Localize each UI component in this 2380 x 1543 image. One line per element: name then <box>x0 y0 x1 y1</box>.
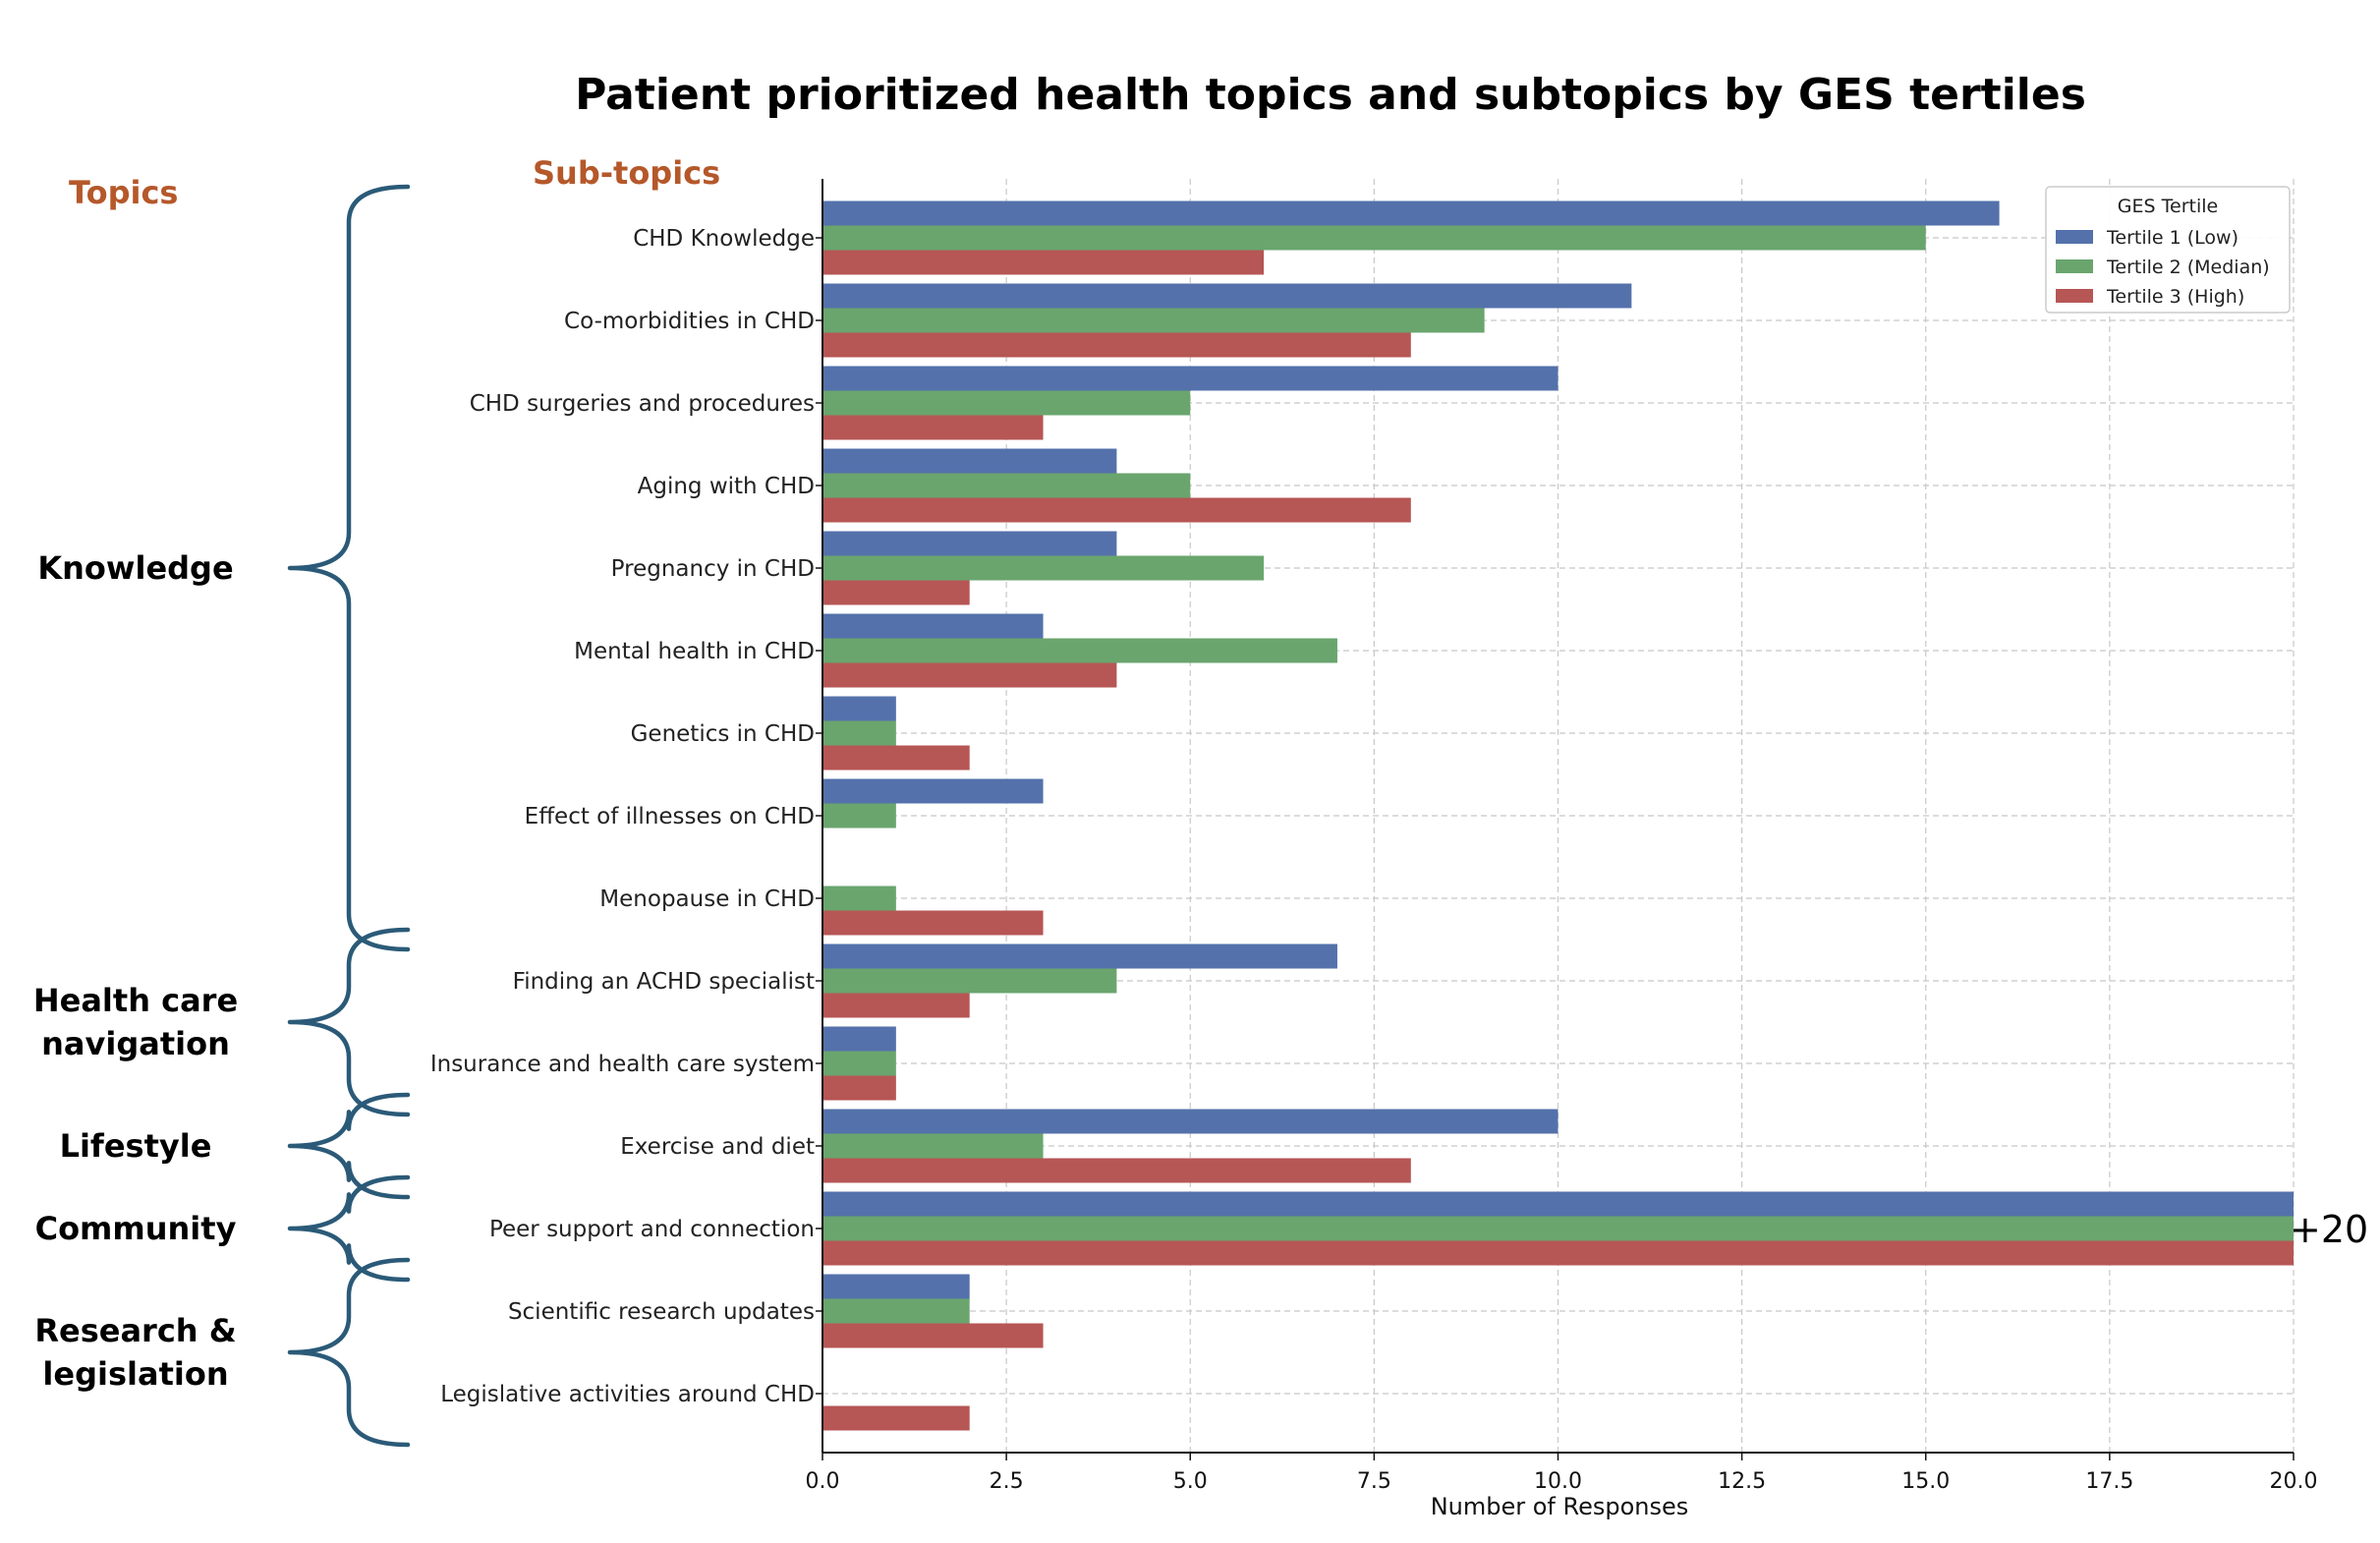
bar <box>822 580 970 605</box>
legend-entry: Tertile 2 (Median) <box>2106 257 2270 278</box>
bar <box>822 1240 2294 1266</box>
bar <box>822 497 1411 523</box>
topic-brace <box>287 1092 411 1200</box>
chart-title: Patient prioritized health topics and su… <box>575 70 2086 120</box>
bar <box>822 613 1044 639</box>
topic-label: Research & <box>34 1312 236 1349</box>
bar <box>822 531 1117 556</box>
bar <box>822 1051 896 1076</box>
topic-brace <box>287 184 411 952</box>
bar <box>822 803 896 829</box>
bar <box>822 1191 2294 1217</box>
legend-entry: Tertile 3 (High) <box>2106 286 2244 308</box>
x-tick-label: 17.5 <box>2085 1469 2133 1494</box>
x-tick-label: 5.0 <box>1173 1469 1208 1494</box>
topic-groups: Knowledge Health care navigation Lifestyle C… <box>33 184 411 1448</box>
bar <box>822 1026 896 1052</box>
category-label: Aging with CHD <box>638 474 815 499</box>
bar <box>822 1274 970 1299</box>
category-label: Legislative activities around CHD <box>440 1382 815 1407</box>
bar <box>822 415 1044 440</box>
category-label: Menopause in CHD <box>599 886 815 912</box>
x-tick-label: 12.5 <box>1718 1469 1766 1494</box>
overflow-annotation: +20 <box>2290 1208 2368 1251</box>
legend-entry: Tertile 1 (Low) <box>2106 227 2238 249</box>
bar <box>822 200 2000 226</box>
legend-title: GES Tertile <box>2118 196 2218 217</box>
bar <box>822 390 1191 416</box>
category-label: Scientific research updates <box>508 1299 815 1325</box>
legend-swatch <box>2056 259 2093 273</box>
bars <box>822 200 2294 1431</box>
x-tick-labels: 0.0 2.5 5.0 7.5 10.0 12.5 15.0 17.5 20.0 <box>806 1469 2318 1494</box>
bar <box>822 283 1632 309</box>
bar <box>822 720 896 746</box>
bar <box>822 1075 896 1101</box>
category-label: CHD Knowledge <box>633 226 815 252</box>
bar <box>822 968 1117 994</box>
topic-label: legislation <box>42 1355 228 1393</box>
bar <box>822 1109 1558 1134</box>
topic-label: Health care <box>33 982 238 1019</box>
category-label: Mental health in CHD <box>574 639 815 664</box>
category-label: Insurance and health care system <box>430 1052 815 1077</box>
bar <box>822 366 1558 391</box>
x-tick-label: 15.0 <box>1901 1469 1950 1494</box>
bar <box>822 473 1191 498</box>
bar <box>822 638 1337 663</box>
legend: GES Tertile Tertile 1 (Low) Tertile 2 (Med… <box>2045 186 2291 314</box>
x-tick-label: 10.0 <box>1534 1469 1582 1494</box>
topic-label: Knowledge <box>37 549 233 587</box>
legend-swatch <box>2056 230 2093 244</box>
topics-header: Topics <box>69 174 178 211</box>
bar <box>822 696 896 721</box>
bar <box>822 662 1117 688</box>
bar <box>822 1323 1044 1348</box>
bar <box>822 250 1265 275</box>
x-tick-label: 0.0 <box>806 1469 840 1494</box>
topic-label: navigation <box>41 1025 230 1062</box>
category-label: Effect of illnesses on CHD <box>525 804 815 829</box>
x-tick-label: 7.5 <box>1357 1469 1391 1494</box>
topic-brace <box>287 1174 411 1283</box>
bar <box>822 555 1265 581</box>
bar <box>822 886 896 911</box>
subtopics-header: Sub-topics <box>533 154 720 192</box>
bar <box>822 225 1926 251</box>
category-label: Peer support and connection <box>489 1217 815 1242</box>
topic-label: Community <box>35 1210 237 1247</box>
bar <box>822 745 970 771</box>
topic-label: Lifestyle <box>60 1127 212 1165</box>
category-label: Co-morbidities in CHD <box>564 309 815 334</box>
category-label: Genetics in CHD <box>631 721 815 747</box>
x-tick-label: 20.0 <box>2270 1469 2318 1494</box>
category-label: CHD surgeries and procedures <box>470 391 815 417</box>
category-labels: CHD Knowledge Co-morbidities in CHD CHD su… <box>430 226 815 1407</box>
bar <box>822 1133 1044 1159</box>
category-label: Pregnancy in CHD <box>611 556 815 582</box>
axes <box>816 179 2295 1460</box>
bar <box>822 778 1044 804</box>
annotations: +20 <box>2290 1208 2368 1251</box>
x-tick-label: 2.5 <box>990 1469 1024 1494</box>
bar <box>822 1405 970 1431</box>
bar <box>822 1298 970 1324</box>
topic-brace <box>287 927 411 1117</box>
bar <box>822 332 1411 358</box>
topic-brace <box>287 1257 411 1448</box>
bar <box>822 1216 2294 1241</box>
category-label: Exercise and diet <box>620 1134 815 1160</box>
x-axis-label: Number of Responses <box>1431 1493 1689 1520</box>
category-label: Finding an ACHD specialist <box>513 969 815 995</box>
bar <box>822 993 970 1018</box>
legend-box <box>2045 186 2291 314</box>
bar <box>822 943 1337 969</box>
bar <box>822 910 1044 936</box>
bar <box>822 308 1485 333</box>
bar <box>822 448 1117 474</box>
bar <box>822 1158 1411 1183</box>
legend-swatch <box>2056 289 2093 303</box>
